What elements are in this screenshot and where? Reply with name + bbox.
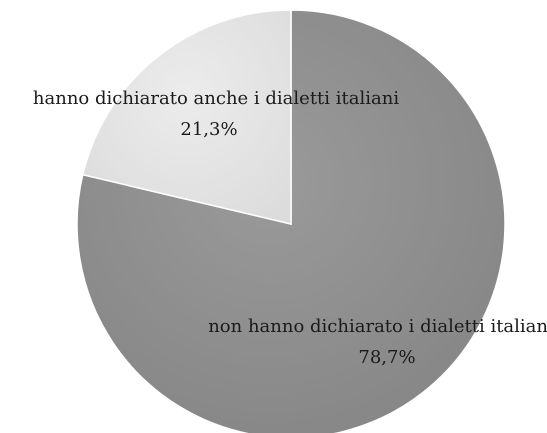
pie-slice-non-hanno-dichiarato [76, 9, 506, 433]
slice-label-non-hanno-dichiarato: non hanno dichiarato i dialetti italiani [208, 316, 547, 337]
slice-label-hanno-dichiarato-anche: hanno dichiarato anche i dialetti italia… [33, 88, 399, 109]
slice-value-non-hanno-dichiarato: 78,7% [358, 347, 415, 368]
pie-slice-hanno-dichiarato-anche [81, 9, 292, 225]
pie-labels: hanno dichiarato anche i dialetti italia… [33, 88, 547, 368]
pie-slices [76, 9, 506, 433]
slice-value-hanno-dichiarato-anche: 21,3% [180, 119, 237, 140]
